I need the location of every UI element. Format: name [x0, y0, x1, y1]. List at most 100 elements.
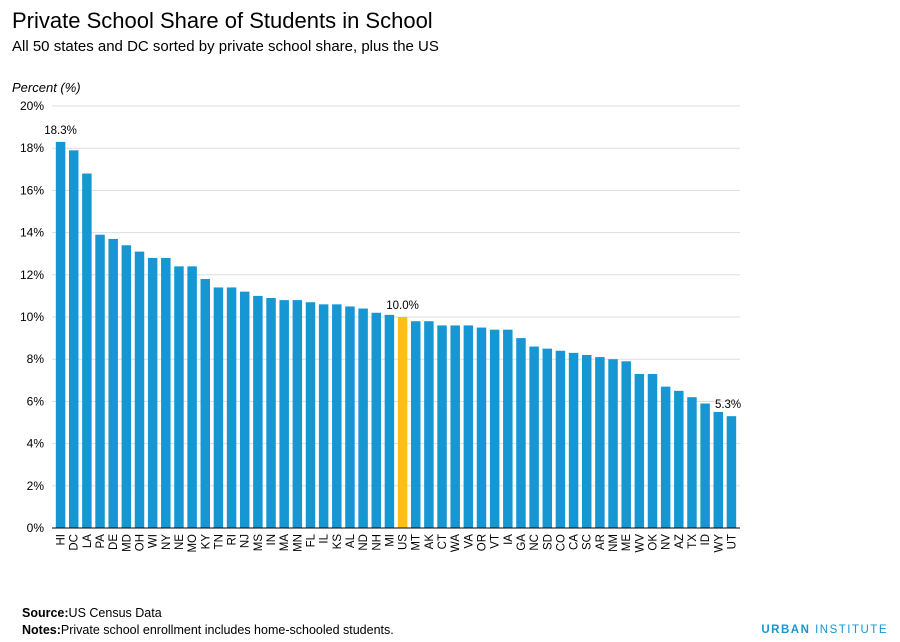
x-tick-label: WV: [634, 534, 646, 553]
bar-dc: [68, 150, 79, 528]
bar-oh: [134, 251, 145, 528]
bar-il: [318, 304, 329, 528]
bar-ma: [279, 300, 289, 528]
bar-wi: [147, 257, 158, 528]
x-tick-label: UT: [726, 534, 738, 549]
bar-mn: [292, 300, 303, 528]
bar-vt: [489, 329, 500, 528]
x-tick-label: LA: [82, 534, 94, 548]
bar-tx: [687, 397, 697, 528]
bar-nc: [529, 346, 539, 528]
y-tick-label: 14%: [20, 226, 44, 240]
notes-note: Notes:Private school enrollment includes…: [22, 623, 394, 637]
x-tick-label: VA: [463, 534, 475, 549]
source-label: Source:: [22, 606, 69, 620]
bar-nh: [371, 312, 382, 528]
notes-text: Private school enrollment includes home-…: [60, 623, 394, 637]
x-tick-label: NC: [529, 534, 541, 551]
bar-de: [108, 238, 118, 528]
x-tick-label: MA: [279, 534, 291, 552]
x-tick-label: MO: [187, 534, 199, 553]
x-tick-label: AK: [424, 534, 436, 550]
x-tick-label: WI: [148, 534, 160, 548]
x-tick-label: NE: [174, 534, 186, 550]
bar-va: [463, 325, 474, 528]
x-tick-label: TN: [213, 534, 225, 549]
x-tick-label: NM: [608, 534, 620, 552]
x-tick-label: AR: [595, 534, 607, 550]
bar-fl: [305, 302, 316, 528]
x-tick-label: SD: [542, 534, 554, 550]
bar-ok: [647, 373, 658, 528]
x-tick-label: IN: [266, 534, 278, 546]
bar-ms: [253, 295, 263, 528]
x-tick-label: MS: [253, 534, 265, 552]
bar-me: [621, 361, 631, 528]
bar-ri: [226, 287, 237, 528]
bar-ct: [437, 325, 447, 528]
bar-mo: [187, 266, 197, 528]
x-tick-label: GA: [516, 534, 528, 551]
bar-ar: [595, 357, 605, 528]
x-tick-label: NH: [371, 534, 383, 551]
bar-la: [82, 173, 92, 528]
y-tick-label: 18%: [20, 141, 44, 155]
x-tick-label: VT: [490, 534, 502, 549]
bar-ne: [174, 266, 184, 528]
x-tick-label: OK: [648, 534, 660, 551]
y-tick-label: 2%: [27, 479, 45, 493]
bar-ia: [503, 329, 513, 528]
x-tick-label: NY: [161, 534, 173, 550]
x-tick-label: NJ: [240, 534, 252, 548]
y-tick-label: 12%: [20, 268, 44, 282]
bar-co: [555, 350, 566, 528]
data-label-us: 10.0%: [386, 300, 419, 312]
x-tick-label: CA: [569, 534, 581, 550]
bar-nv: [660, 386, 671, 528]
x-tick-label: AZ: [674, 534, 686, 549]
x-tick-label: HI: [56, 534, 68, 546]
bar-or: [476, 327, 487, 528]
bar-mi: [384, 314, 395, 528]
y-axis-label: Percent (%): [12, 80, 81, 95]
y-tick-label: 6%: [27, 394, 45, 408]
x-tick-label: KY: [200, 534, 212, 550]
x-tick-label: KS: [332, 534, 344, 550]
data-label-ut: 5.3%: [715, 399, 741, 411]
y-tick-label: 20%: [20, 99, 44, 113]
bar-ut: [726, 416, 737, 528]
bar-id: [700, 403, 710, 528]
bar-us: [397, 317, 408, 528]
x-tick-label: TX: [687, 534, 699, 549]
source-text: US Census Data: [68, 606, 162, 620]
bar-sc: [581, 354, 592, 528]
x-tick-label: FL: [306, 533, 318, 547]
y-tick-label: 10%: [20, 310, 44, 324]
x-tick-label: DC: [69, 534, 81, 551]
notes-label: Notes:: [22, 623, 61, 637]
chart-title: Private School Share of Students in Scho…: [12, 8, 433, 33]
x-tick-label: WA: [450, 534, 462, 552]
x-tick-label: CO: [555, 534, 567, 551]
x-tick-label: CT: [437, 534, 449, 549]
x-tick-label: WY: [713, 534, 725, 553]
bar-ky: [200, 279, 211, 528]
x-tick-label: OR: [477, 534, 489, 551]
bar-sd: [542, 348, 553, 528]
x-tick-label: OH: [135, 534, 147, 551]
bar-hi: [55, 141, 66, 528]
y-tick-label: 0%: [27, 521, 45, 535]
bar-nd: [358, 308, 368, 528]
bar-wa: [450, 325, 460, 528]
y-tick-label: 8%: [27, 352, 45, 366]
x-tick-label: PA: [95, 534, 107, 549]
x-tick-label: NV: [661, 534, 673, 550]
x-tick-label: MD: [121, 534, 133, 552]
x-tick-label: IL: [319, 533, 331, 543]
x-tick-label: ME: [621, 534, 633, 552]
y-tick-label: 16%: [20, 183, 44, 197]
bar-nj: [239, 291, 250, 528]
x-tick-label: MN: [292, 534, 304, 552]
x-tick-label: IA: [503, 534, 515, 545]
bar-wy: [713, 411, 724, 528]
